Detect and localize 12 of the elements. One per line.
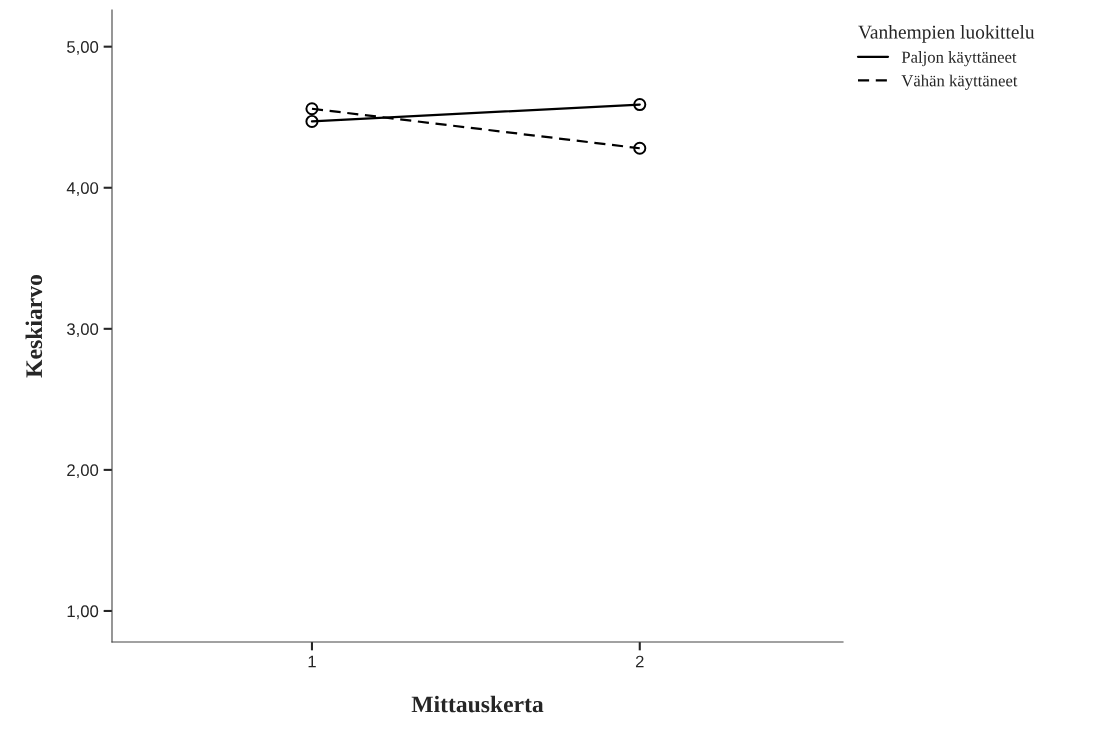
legend-label: Paljon käyttäneet xyxy=(901,51,1017,67)
y-tick-label: 2,00 xyxy=(67,464,99,479)
x-tick-label: 2 xyxy=(635,655,644,668)
y-tick-label: 3,00 xyxy=(67,323,99,337)
y-tick-label: 1,00 xyxy=(67,605,99,620)
y-tick-label: 4,00 xyxy=(66,182,99,196)
y-tick-label: 5,00 xyxy=(67,41,99,55)
y-axis-title: Keskiarvo xyxy=(25,275,43,378)
legend-title: Vanhempien luokittelu xyxy=(858,25,1035,43)
legend-label: Vähän käyttäneet xyxy=(901,74,1018,90)
x-axis-title: Mittauskerta xyxy=(411,695,544,713)
x-tick-label: 1 xyxy=(308,655,316,668)
